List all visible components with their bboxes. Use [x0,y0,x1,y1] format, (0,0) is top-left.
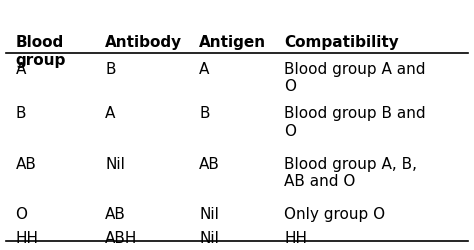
Text: O: O [16,207,27,222]
Text: HH: HH [16,232,38,246]
Text: A: A [16,62,26,76]
Text: Nil: Nil [105,157,125,172]
Text: Antigen: Antigen [199,35,266,50]
Text: B: B [199,106,210,121]
Text: Antibody: Antibody [105,35,182,50]
Text: B: B [16,106,26,121]
Text: Nil: Nil [199,232,219,246]
Text: Nil: Nil [199,207,219,222]
Text: ABH: ABH [105,232,137,246]
Text: Compatibility: Compatibility [284,35,399,50]
Text: AB: AB [16,157,36,172]
Text: B: B [105,62,116,76]
Text: HH: HH [284,232,307,246]
Text: Blood group B and
O: Blood group B and O [284,106,426,138]
Text: A: A [105,106,116,121]
Text: AB: AB [199,157,220,172]
Text: Blood group A and
O: Blood group A and O [284,62,426,94]
Text: AB: AB [105,207,126,222]
Text: Blood
group: Blood group [16,35,66,68]
Text: Only group O: Only group O [284,207,385,222]
Text: A: A [199,62,210,76]
Text: Blood group A, B,
AB and O: Blood group A, B, AB and O [284,157,417,189]
